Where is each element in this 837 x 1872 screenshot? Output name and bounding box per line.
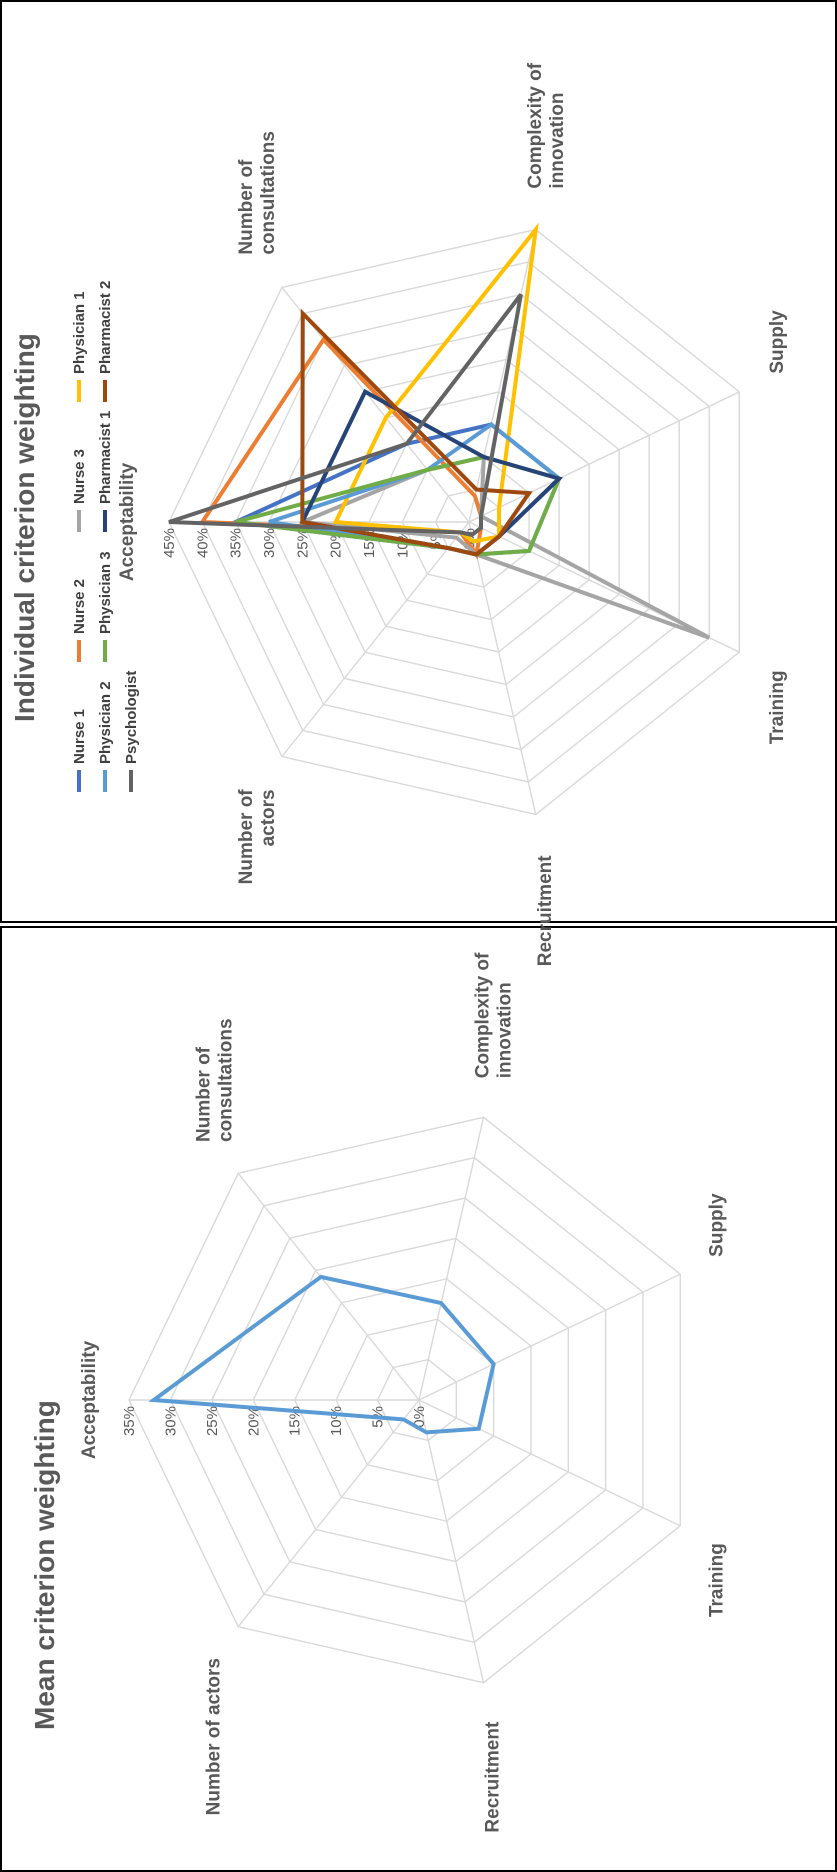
series-line-mean-0 xyxy=(148,1274,496,1435)
individual-criterion-chart: Individual criterion weighting 0%5%10%15%… xyxy=(9,62,788,966)
legend: Nurse 1 Nurse 2 Nurse 3 Physician 1 Physicia… xyxy=(71,281,140,792)
tick-label: 35% xyxy=(121,1406,138,1436)
tick-label: 15% xyxy=(287,1406,304,1436)
individual-panel-frame xyxy=(0,0,837,923)
series-line-pharmacist-2 xyxy=(300,308,533,557)
axis-spoke xyxy=(281,521,470,757)
grid-ring xyxy=(211,1197,607,1603)
tick-label: 20% xyxy=(245,1406,262,1436)
axis-spoke xyxy=(237,1172,420,1401)
tick-label: 0% xyxy=(411,1406,428,1428)
series-line-psychologist xyxy=(168,293,523,538)
grid-ring xyxy=(293,1278,532,1522)
axis-label-training: Training xyxy=(767,670,788,744)
mean-criterion-chart: Mean criterion weighting 0%5%10%15%20%25%… xyxy=(29,952,727,1833)
tick-label: 45% xyxy=(161,528,178,558)
grid-ring xyxy=(376,1358,458,1442)
axis-spoke xyxy=(418,1273,681,1401)
axis-label-recruitment: Recruitment xyxy=(482,1721,503,1833)
chart-title: Mean criterion weighting xyxy=(29,1400,60,1730)
mean-panel-frame xyxy=(0,926,837,1872)
axis-label-supply: Supply xyxy=(706,1193,727,1257)
legend-item-nurse-3: Nurse 3 xyxy=(71,449,88,504)
axis-label-acceptability: Acceptability xyxy=(79,1340,100,1459)
legend-item-nurse-1: Nurse 1 xyxy=(71,709,88,764)
legend-item-physician-2: Physician 2 xyxy=(97,681,114,764)
axis-spoke xyxy=(237,1399,420,1628)
legend-item-physician-3: Physician 3 xyxy=(97,551,114,634)
axis-label-recruitment: Recruitment xyxy=(535,855,556,967)
axis-spoke xyxy=(418,1399,485,1683)
tick-label: 30% xyxy=(162,1406,179,1436)
radar-grid xyxy=(168,228,740,816)
grid-ring xyxy=(168,228,740,816)
radar-grid xyxy=(128,1116,681,1684)
grid-ring xyxy=(335,1318,495,1482)
tick-label: 35% xyxy=(228,528,245,558)
axis-label-supply: Supply xyxy=(767,310,788,374)
axis-spoke xyxy=(468,521,537,815)
legend-item-nurse-2: Nurse 2 xyxy=(71,579,88,634)
axis-label-number-of-consultations: Number ofconsultations xyxy=(193,1018,236,1142)
legend-item-physician-1: Physician 1 xyxy=(71,291,88,374)
axis-spoke xyxy=(418,1399,681,1527)
legend-item-psychologist: Psychologist xyxy=(123,671,140,764)
series-group xyxy=(148,1274,496,1435)
axis-label-number-of-actors: Number of actors xyxy=(203,1658,224,1815)
axis-spoke xyxy=(468,229,537,523)
grid-ring xyxy=(252,1237,570,1563)
legend-item-pharmacist-1: Pharmacist 1 xyxy=(97,411,114,504)
axis-label-number-of-consultations: Number ofconsultations xyxy=(236,131,279,255)
axis-spoke xyxy=(418,1117,485,1401)
tick-label: 40% xyxy=(194,528,211,558)
tick-label: 10% xyxy=(328,1406,345,1436)
axis-spoke xyxy=(468,391,740,523)
chart-title: Individual criterion weighting xyxy=(9,333,40,722)
tick-label: 25% xyxy=(294,528,311,558)
grid-ring xyxy=(201,261,710,783)
axis-label-complexity-of-innovation: Complexity ofinnovation xyxy=(525,62,568,188)
axis-label-acceptability: Acceptability xyxy=(117,462,138,581)
grid-ring xyxy=(301,358,620,686)
axis-label-training: Training xyxy=(706,1543,727,1617)
legend-item-pharmacist-2: Pharmacist 2 xyxy=(97,281,114,374)
grid-ring xyxy=(268,326,650,718)
tick-label: 30% xyxy=(261,528,278,558)
grid-ring xyxy=(169,1156,644,1644)
grid-ring xyxy=(234,293,680,751)
axis-label-complexity-of-innovation: Complexity ofinnovation xyxy=(472,952,515,1078)
grid-ring xyxy=(128,1116,681,1684)
series-group xyxy=(168,222,711,640)
tick-label: 25% xyxy=(204,1406,221,1436)
axis-label-number-of-actors: Number ofactors xyxy=(236,789,279,885)
